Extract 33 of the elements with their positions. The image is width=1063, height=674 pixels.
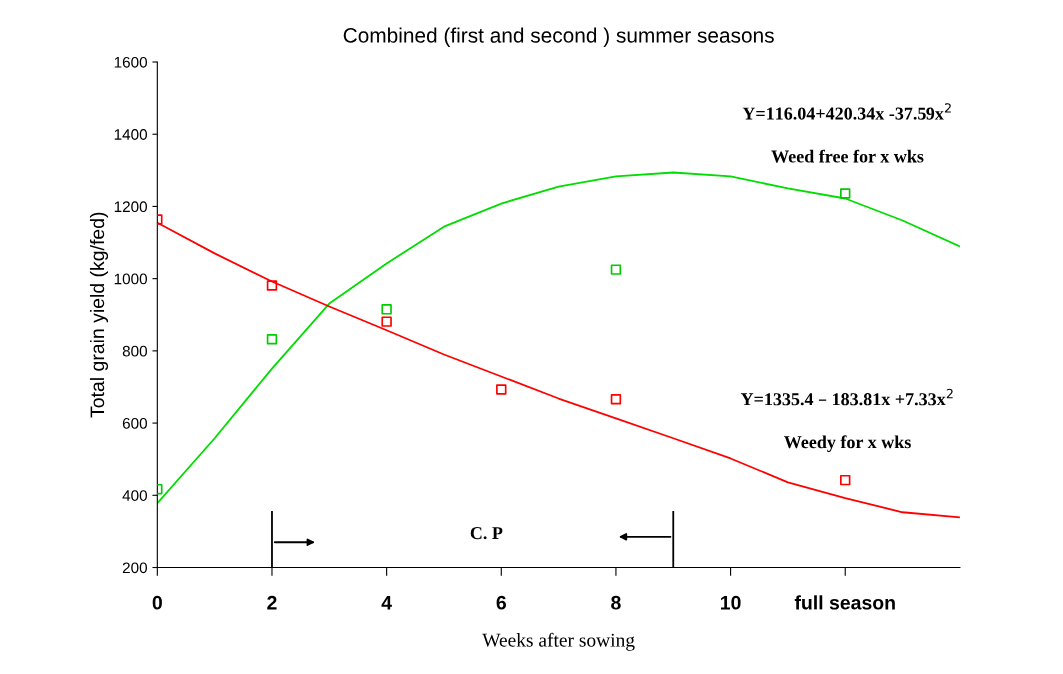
point [266,334,278,345]
x-tick-label: 10 [721,595,741,610]
x-tick-label: 6 [496,595,506,610]
y-tick-label: 800 [122,345,148,357]
x-tick-label: full season [794,595,895,610]
chart-title: Combined (first and second ) summer seasons [343,27,774,47]
point [840,474,851,486]
y-tick-label: 400 [122,490,148,501]
line-series [157,171,960,505]
point [840,188,851,199]
point [381,316,392,327]
x-tick-label: 2 [267,595,277,610]
annotation: C. P [470,527,503,540]
point [610,264,622,275]
annotation: Y=1335.4 – 183.81x +7.33x$^{2}$ [740,388,953,406]
y-tick-label: 200 [122,562,148,574]
y-tick-label: 1000 [114,273,148,285]
y-tick-label: 600 [122,417,148,429]
annotation: Weed free for x wks [771,149,924,163]
point [496,384,507,395]
y-tick-label: 1600 [114,56,148,68]
point [610,394,622,405]
point [381,304,392,315]
y-tick-label: 1400 [114,129,148,140]
annotation: Y=116.04+420.34x -37.59x$^{2}$ [742,103,951,120]
x-tick-label: 8 [611,595,621,610]
x-axis-title: Weeks after sowing [482,632,635,651]
point [266,280,278,291]
y-tick-label: 1200 [114,201,148,213]
x-tick-label: 4 [381,596,392,610]
x-tick-label: 0 [152,595,162,610]
annotation: Weedy for x wks [784,435,911,452]
y-axis-title: Total grain yield (kg/fed) [89,212,109,418]
